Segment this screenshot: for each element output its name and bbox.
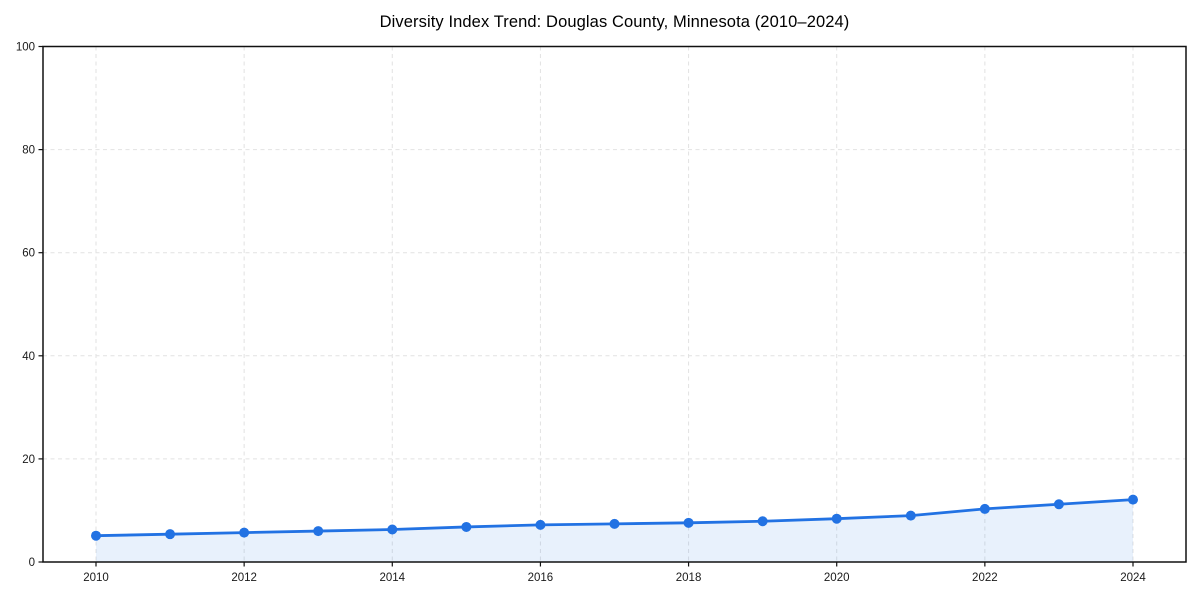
y-tick-label: 80 — [22, 145, 35, 157]
data-point — [535, 519, 546, 530]
y-tick-label: 0 — [29, 557, 35, 569]
x-tick-label: 2012 — [231, 572, 257, 584]
data-point — [313, 526, 324, 537]
x-tick-label: 2014 — [379, 572, 405, 584]
data-point — [609, 518, 620, 529]
y-tick-label: 20 — [22, 454, 35, 466]
data-point — [1128, 494, 1138, 505]
data-point — [979, 503, 990, 514]
x-tick-label: 2024 — [1120, 572, 1146, 584]
data-point — [461, 521, 472, 532]
y-tick-label: 100 — [16, 42, 35, 54]
x-tick-label: 2016 — [528, 572, 554, 584]
area-fill — [96, 499, 1133, 562]
chart-title: Diversity Index Trend: Douglas County, M… — [379, 13, 850, 31]
x-tick-label: 2018 — [676, 572, 702, 584]
y-tick-label: 40 — [22, 351, 35, 363]
data-point — [831, 513, 842, 524]
data-point — [683, 517, 694, 528]
data-point — [239, 527, 250, 538]
x-tick-label: 2010 — [83, 572, 109, 584]
plot-border — [42, 45, 1187, 563]
data-point — [91, 530, 101, 541]
data-point — [905, 510, 916, 521]
y-tick-label: 60 — [22, 248, 35, 260]
data-point — [1053, 499, 1064, 510]
data-point — [757, 516, 768, 527]
data-point — [387, 524, 398, 535]
data-point — [165, 529, 176, 540]
x-tick-label: 2022 — [972, 572, 998, 584]
x-tick-label: 2020 — [824, 572, 850, 584]
